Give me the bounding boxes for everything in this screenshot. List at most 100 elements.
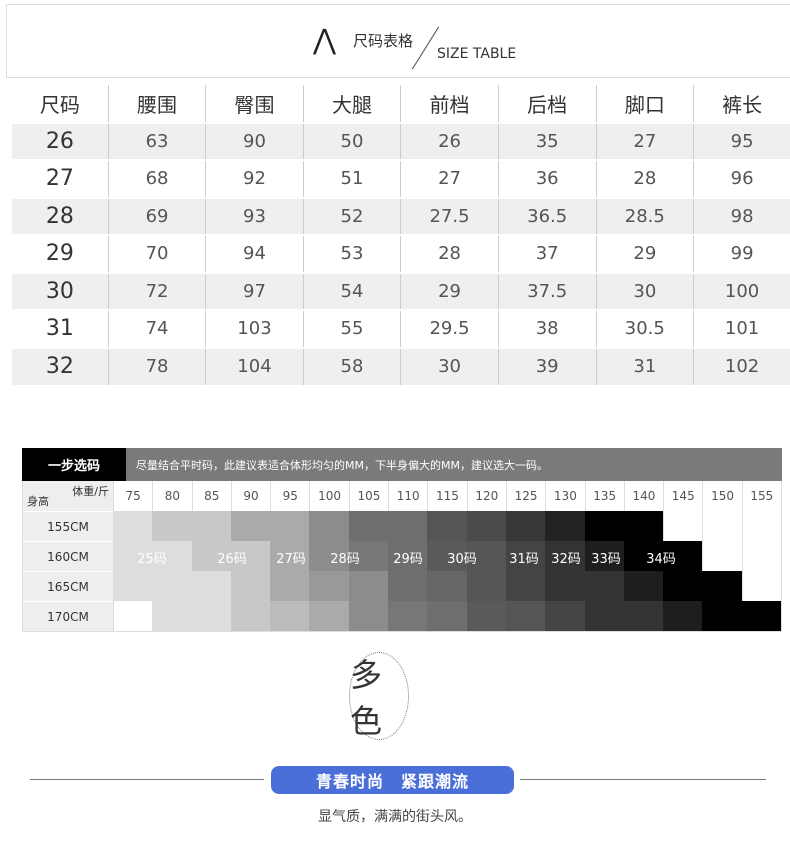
weight-header: 80 [152,481,192,511]
shade-cell [427,511,467,541]
table-cell: 69 [107,197,206,235]
shade-cell [545,571,585,601]
size-label: 32码 [551,552,581,567]
table-row: 30 72 97 54 29 37.5 30 100 [12,272,790,310]
guide-note: 尽量结合平时码，此建议表适合体形均匀的MM，下半身偏大的MM，建议选大一码。 [126,448,782,481]
shade-cell [584,571,624,601]
shade-cell [663,511,703,541]
size-label: 33码 [591,552,621,567]
size-label: 25码 [137,552,167,567]
shade-cell [388,571,428,601]
table-cell: 55 [302,310,401,348]
shade-cell [702,601,742,631]
table-cell: 97 [205,272,304,310]
table-cell: 29.5 [400,310,499,348]
column-header: 裤长 [693,85,790,123]
guide-grid: 体重/斤 身高 75 80 85 90 95 100 105 110 115 120 125 130 135… [22,481,782,632]
height-label: 155CM [23,511,113,541]
table-row: 29 70 94 53 28 37 29 99 [12,235,790,273]
weight-header: 145 [663,481,703,511]
table-cell: 58 [302,347,401,385]
table-cell: 37.5 [497,272,596,310]
shade-cell [309,571,349,601]
shade-cell [505,541,546,571]
weight-header: 130 [545,481,585,511]
color-badge: 多色 [349,652,409,740]
corner-height: 身高 [27,495,49,508]
shade-cell [309,541,349,571]
table-cell: 27.5 [400,197,499,235]
size-label: 34码 [646,552,676,567]
subtitle: 显气质，满满的街头风。 [318,809,472,825]
table-cell: 100 [693,272,790,310]
weight-header: 155 [741,481,781,511]
table-cell: 28 [400,235,499,273]
shade-cell [270,571,310,601]
corner-cell: 体重/斤 身高 [23,481,113,511]
shade-cell [191,511,231,541]
shade-cell [623,511,664,541]
table-cell: 28.5 [595,197,694,235]
table-cell: 29 [595,235,694,273]
table-cell: 92 [205,160,304,198]
column-header: 前档 [400,85,499,123]
shade-cell [741,511,781,541]
table-cell: 31 [45,316,74,342]
shade-cell [191,601,231,631]
shade-cell [348,571,389,601]
shade-cell [505,571,546,601]
table-cell: 50 [302,122,401,160]
table-cell: 26 [45,128,74,154]
table-row: 31 74 103 55 29.5 38 30.5 101 [12,310,790,348]
shade-cell [309,601,349,631]
shade-cell [388,511,428,541]
shade-cell [702,541,742,571]
table-cell: 37 [497,235,596,273]
shade-cell [663,541,703,571]
shade-cell [191,571,231,601]
table-cell: 30.5 [595,310,694,348]
title-en: SIZE TABLE [437,46,517,62]
column-header: 后档 [497,85,596,123]
column-header: 大腿 [302,85,401,123]
shade-cell [741,571,781,601]
column-header: 腰围 [107,85,206,123]
table-cell: 52 [302,197,401,235]
weight-header: 115 [427,481,467,511]
shade-cell [741,541,781,571]
table-cell: 90 [205,122,304,160]
table-cell: 99 [693,235,790,273]
column-header: 尺码 [39,92,80,117]
shade-cell [623,601,664,631]
table-cell: 35 [497,122,596,160]
table-cell: 51 [302,160,401,198]
size-label: 27码 [276,552,306,567]
divider-left [30,779,264,780]
height-label: 170CM [23,601,113,631]
table-cell: 26 [400,122,499,160]
weight-header: 90 [230,481,271,511]
shade-cell [113,571,153,601]
table-cell: 78 [107,347,206,385]
table-row: 26 63 90 50 26 35 27 95 [12,122,790,160]
table-cell: 30 [45,278,74,304]
shade-cell [230,571,271,601]
weight-header: 125 [505,481,546,511]
weight-header: 120 [466,481,506,511]
shade-cell [113,541,153,571]
shade-cell [545,601,585,631]
height-label: 165CM [23,571,113,601]
height-label: 160CM [23,541,113,571]
shade-cell [623,541,664,571]
table-cell: 36 [497,160,596,198]
table-cell: 96 [693,160,790,198]
shade-cell [270,601,310,631]
table-cell: 103 [205,310,304,348]
table-cell: 63 [107,122,206,160]
shade-cell [584,601,624,631]
weight-header: 105 [348,481,389,511]
shade-cell [466,571,506,601]
table-cell: 98 [693,197,790,235]
table-row: 32 78 104 58 30 39 31 102 [12,347,790,385]
table-cell: 104 [205,347,304,385]
